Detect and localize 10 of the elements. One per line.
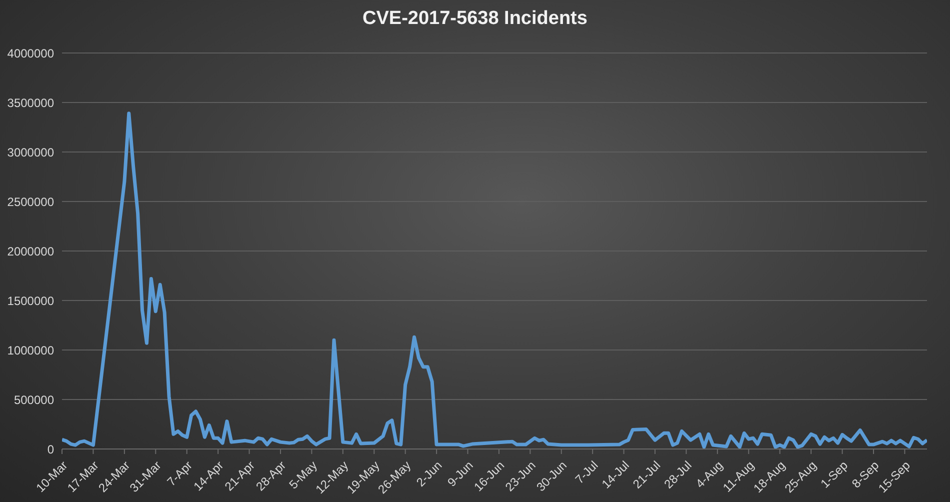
- chart-title: CVE-2017-5638 Incidents: [362, 8, 588, 30]
- y-tick-label: 2500000: [7, 194, 54, 209]
- y-tick-label: 500000: [14, 392, 54, 407]
- y-tick-label: 2000000: [7, 244, 54, 258]
- y-tick-label: 1000000: [7, 343, 54, 358]
- y-tick-label: 1500000: [7, 294, 54, 308]
- y-tick-label: 3000000: [7, 145, 54, 160]
- y-tick-label: 4000000: [7, 46, 54, 60]
- y-tick-label: 0: [47, 442, 54, 456]
- y-tick-label: 3500000: [7, 96, 54, 110]
